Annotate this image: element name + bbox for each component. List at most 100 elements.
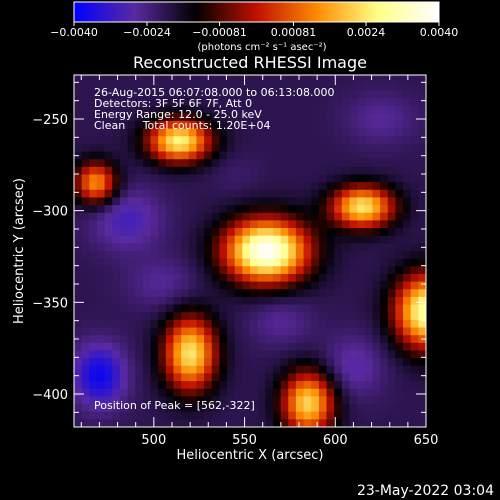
heatmap-cell: [127, 90, 136, 99]
heatmap-cell: [295, 143, 305, 153]
heatmap-cell: [135, 182, 144, 191]
heatmap-cell: [250, 296, 259, 306]
heatmap-cell: [334, 296, 343, 306]
heatmap-cell: [311, 228, 320, 237]
heatmap-cell: [165, 304, 175, 313]
heatmap-cell: [142, 304, 152, 313]
heatmap-cell: [188, 381, 198, 390]
heatmap-cell: [135, 82, 144, 91]
heatmap-cell: [318, 381, 328, 390]
heatmap-cell: [196, 151, 205, 160]
heatmap-cell: [135, 396, 144, 405]
heatmap-cell: [150, 143, 159, 153]
heatmap-cell: [127, 327, 136, 336]
heatmap-cell: [403, 143, 412, 153]
heatmap-cell: [173, 113, 182, 122]
heatmap-cell: [418, 120, 426, 130]
heatmap-cell: [288, 105, 297, 114]
heatmap-cell: [196, 419, 205, 427]
heatmap-cell: [96, 281, 106, 290]
heatmap-cell: [74, 212, 83, 221]
heatmap-cell: [142, 174, 152, 183]
heatmap-cell: [89, 388, 98, 397]
heatmap-cell: [196, 105, 205, 114]
heatmap-cell: [89, 82, 98, 91]
heatmap-cell: [234, 296, 243, 306]
heatmap-cell: [272, 312, 282, 321]
heatmap-cell: [112, 243, 121, 252]
heatmap-cell: [288, 82, 297, 91]
heatmap-cell: [173, 136, 182, 145]
heatmap-cell: [403, 350, 412, 359]
heatmap-cell: [165, 396, 175, 405]
heatmap-cell: [303, 128, 312, 137]
heatmap-cell: [127, 342, 136, 352]
heatmap-cell: [341, 289, 351, 298]
heatmap-cell: [380, 228, 389, 237]
heatmap-cell: [265, 373, 274, 382]
heatmap-cell: [181, 266, 190, 275]
heatmap-cell: [242, 404, 251, 413]
heatmap-cell: [387, 327, 396, 336]
heatmap-cell: [326, 82, 335, 91]
heatmap-cell: [311, 289, 320, 298]
heatmap-cell: [74, 404, 83, 413]
heatmap-cell: [74, 350, 83, 359]
heatmap-cell: [280, 381, 289, 390]
heatmap-cell: [265, 381, 274, 390]
heatmap-cell: [211, 151, 220, 160]
heatmap-cell: [257, 113, 266, 122]
heatmap-cell: [234, 411, 243, 420]
heatmap-cell: [219, 243, 228, 252]
heatmap-cell: [372, 319, 381, 329]
heatmap-cell: [295, 319, 305, 329]
heatmap-cell: [387, 381, 396, 390]
heatmap-cell: [303, 319, 312, 329]
heatmap-cell: [318, 182, 328, 191]
heatmap-cell: [165, 205, 175, 214]
heatmap-cell: [158, 396, 167, 405]
heatmap-cell: [334, 159, 343, 168]
heatmap-cell: [227, 174, 236, 183]
heatmap-cell: [173, 243, 182, 252]
heatmap-cell: [372, 251, 381, 260]
heatmap-cell: [242, 128, 251, 137]
heatmap-cell: [165, 159, 175, 168]
heatmap-cell: [104, 388, 113, 397]
heatmap-cell: [395, 90, 404, 99]
heatmap-cell: [272, 396, 282, 405]
heatmap-cell: [410, 166, 419, 176]
heatmap-cell: [158, 335, 167, 344]
heatmap-cell: [380, 220, 389, 229]
heatmap-cell: [165, 289, 175, 298]
heatmap-cell: [188, 243, 198, 252]
heatmap-cell: [272, 281, 282, 290]
heatmap-cell: [165, 388, 175, 397]
heatmap-cell: [173, 235, 182, 244]
heatmap-cell: [96, 289, 106, 298]
colorbar-tick-label: 0.0040: [420, 26, 459, 39]
heatmap-cell: [341, 342, 351, 352]
heatmap-cell: [89, 381, 98, 390]
heatmap-cell: [104, 304, 113, 313]
heatmap-cell: [234, 273, 243, 283]
heatmap-cell: [112, 358, 121, 367]
heatmap-cell: [380, 273, 389, 283]
heatmap-cell: [272, 251, 282, 260]
heatmap-cell: [81, 419, 90, 427]
heatmap-cell: [173, 189, 182, 199]
heatmap-cell: [196, 243, 205, 252]
heatmap-cell: [364, 251, 374, 260]
heatmap-cell: [295, 350, 305, 359]
heatmap-cell: [380, 120, 389, 130]
heatmap-cell: [112, 113, 121, 122]
heatmap-cell: [234, 189, 243, 199]
heatmap-cell: [242, 388, 251, 397]
heatmap-cell: [341, 381, 351, 390]
heatmap-cell: [165, 411, 175, 420]
heatmap-cell: [318, 273, 328, 283]
heatmap-cell: [242, 289, 251, 298]
heatmap-cell: [280, 159, 289, 168]
heatmap-cell: [96, 258, 106, 267]
heatmap-cell: [188, 312, 198, 321]
